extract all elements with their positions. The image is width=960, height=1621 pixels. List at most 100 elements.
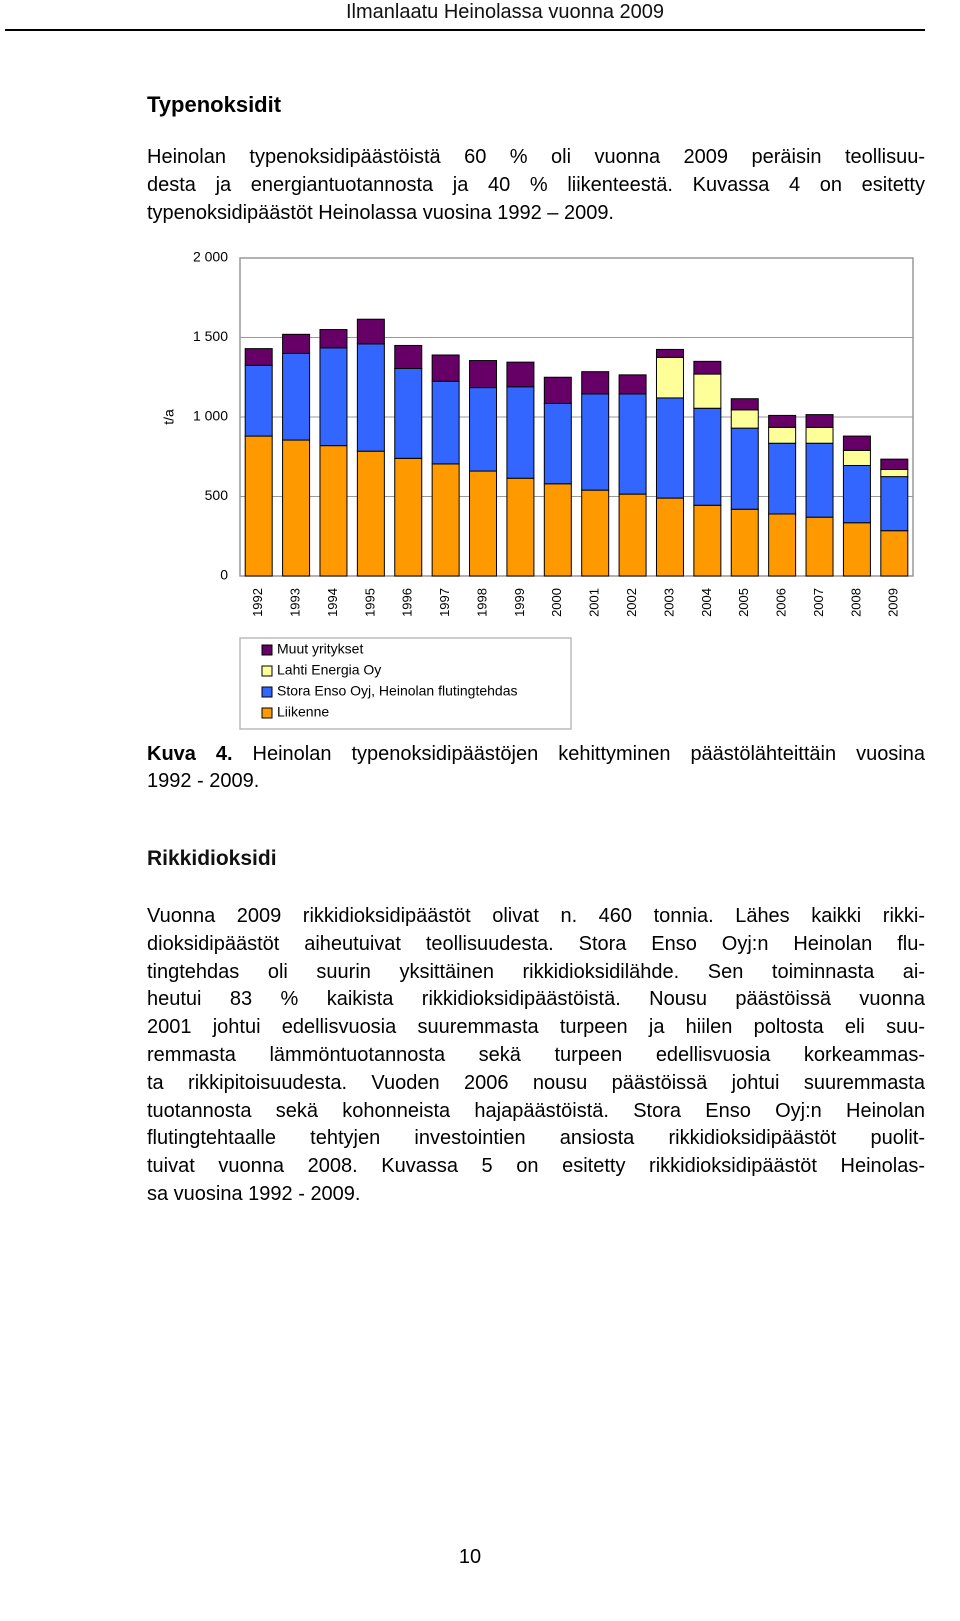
bar-segment [805, 426, 834, 444]
bar-segment [805, 516, 834, 577]
text-line: ta rikkipitoisuudesta. Vuoden 2006 nousu… [147, 1071, 925, 1094]
bar-segment [469, 387, 498, 472]
bar-segment [244, 348, 273, 366]
y-axis-label: t/a [161, 409, 177, 425]
caption-text: Heinolan typenoksidipäästöjen kehittymin… [252, 743, 925, 765]
chart: t/a 0 500 1 000 1 500 2 000 1992 1993 1994 1995 1… [161, 249, 914, 730]
bar-segment [768, 513, 797, 577]
bar-segment [768, 414, 797, 428]
bar-segment [730, 398, 759, 411]
bar-segment [768, 442, 797, 515]
bar-segment [655, 356, 684, 399]
bar-segment [469, 360, 498, 389]
bar-segment [469, 470, 498, 577]
text-line: 2001 johtui edellisvuosia suuremmasta tu… [147, 1016, 925, 1039]
bar-segment [356, 343, 385, 452]
text-line: desta ja energiantuotannosta ja 40 % lii… [147, 174, 925, 196]
y-tick-label: 500 [205, 487, 229, 503]
bar-segment [618, 493, 647, 577]
bar-segment [880, 476, 909, 532]
legend-label: Muut yritykset [277, 641, 363, 657]
bar-segment [842, 449, 871, 466]
text-line: tuivat vuonna 2008. Kuvassa 5 on esitett… [147, 1155, 925, 1178]
bar-segment [431, 354, 460, 382]
legend-swatch [261, 665, 273, 677]
bar-segment [805, 442, 834, 518]
x-tick-label: 1999 [512, 588, 527, 617]
x-tick-label: 2001 [587, 588, 602, 617]
y-tick-label: 1 000 [193, 408, 228, 424]
legend-swatch [261, 644, 273, 656]
text-line: flutingtehtaalle tehtyjen investointien … [147, 1127, 925, 1150]
x-tick-label: 1992 [250, 588, 265, 617]
bar-segment [581, 393, 610, 491]
bar-segment [431, 463, 460, 577]
text-line: remmasta lämmöntuotannosta sekä turpeen … [147, 1044, 925, 1066]
section-heading: Typenoksidit [147, 92, 282, 117]
caption-label: Kuva 4. [147, 743, 233, 765]
legend-swatch [261, 707, 273, 719]
x-tick-label: 1994 [325, 588, 340, 617]
bar-segment [394, 457, 423, 577]
bar-segment [244, 435, 273, 577]
bar-segment [730, 427, 759, 510]
bar-segment [506, 477, 535, 577]
bar-segment [431, 380, 460, 465]
bar-segment [319, 445, 348, 577]
x-tick-label: 2008 [848, 588, 863, 617]
bar-segment [282, 352, 311, 441]
bar-segment [655, 497, 684, 577]
bar-segment [655, 348, 684, 358]
x-tick-label: 2005 [736, 588, 751, 617]
bar-segment [319, 329, 348, 349]
bar-segment [693, 373, 722, 409]
legend-box [239, 637, 572, 730]
bar-segment [880, 468, 909, 478]
bar-segment [880, 458, 909, 470]
legend-label: Lahti Energia Oy [277, 662, 381, 678]
bar-segment [506, 361, 535, 388]
bar-segment [394, 344, 423, 370]
caption-line: Kuva 4. Heinolan typenoksidipäästöjen ke… [147, 740, 925, 768]
header-rule [5, 29, 925, 31]
caption-line: 1992 - 2009. [147, 770, 260, 792]
x-tick-label: 2009 [886, 588, 901, 617]
x-tick-label: 1997 [437, 588, 452, 617]
legend-label: Stora Enso Oyj, Heinolan flutingtehdas [277, 683, 517, 699]
x-tick-label: 2003 [661, 588, 676, 617]
bar-segment [842, 435, 871, 451]
bar-segment [319, 347, 348, 447]
bar-segment [730, 508, 759, 577]
y-tick-label: 0 [220, 567, 228, 583]
text-line: tingtehdas oli suurin yksittäinen rikkid… [147, 960, 925, 983]
x-tick-label: 2007 [811, 588, 826, 617]
text-line: heutui 83 % kaikista rikkidioksidipäästö… [147, 988, 925, 1011]
bar-segment [581, 371, 610, 395]
page-number: 10 [458, 1546, 482, 1568]
bar-segment [730, 409, 759, 429]
text-line: typenoksidipäästöt Heinolassa vuosina 19… [147, 202, 614, 224]
bar-segment [581, 489, 610, 577]
x-tick-label: 2000 [549, 588, 564, 617]
x-tick-label: 2002 [624, 588, 639, 617]
x-tick-label: 2004 [699, 588, 714, 617]
section-heading: Rikkidioksidi [147, 847, 277, 870]
running-header: Ilmanlaatu Heinolassa vuonna 2009 [346, 1, 664, 23]
bar-segment [356, 450, 385, 577]
bar-segment [805, 414, 834, 428]
bar-segment [693, 407, 722, 506]
bar-segment [842, 464, 871, 524]
bar-segment [618, 374, 647, 395]
y-tick-label: 2 000 [193, 249, 228, 265]
y-tick-label: 1 500 [193, 328, 228, 344]
bar-segment [768, 426, 797, 444]
x-tick-label: 1998 [474, 588, 489, 617]
legend-swatch [261, 686, 273, 698]
bar-segment [618, 393, 647, 495]
bar-segment [356, 318, 385, 345]
text-line: dioksidipäästöt aiheutuivat teollisuudes… [147, 932, 925, 955]
x-tick-label: 1995 [362, 588, 377, 617]
text-line: Heinolan typenoksidipäästöistä 60 % oli … [147, 146, 925, 168]
legend-label: Liikenne [277, 704, 329, 720]
